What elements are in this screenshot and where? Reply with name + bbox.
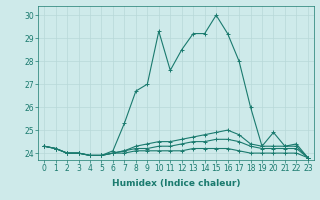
X-axis label: Humidex (Indice chaleur): Humidex (Indice chaleur) xyxy=(112,179,240,188)
